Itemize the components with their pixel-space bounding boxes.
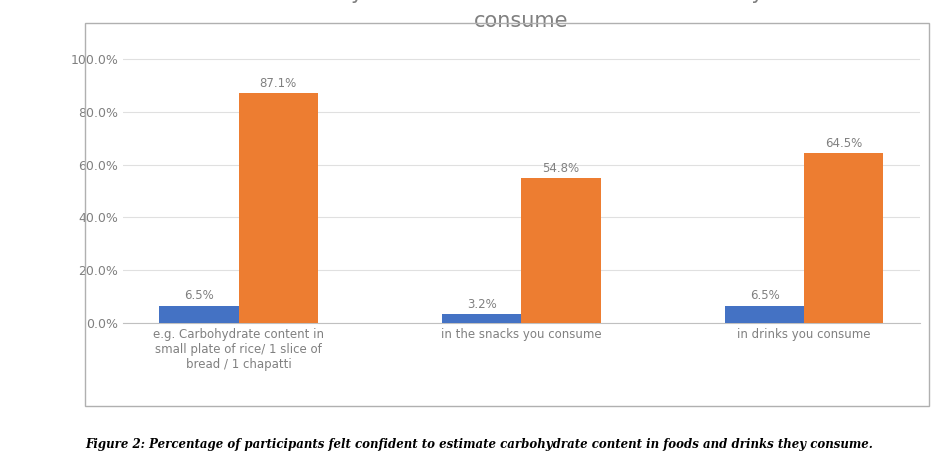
Bar — [521, 178, 601, 323]
Text: 6.5%: 6.5% — [750, 290, 779, 302]
Bar — [442, 314, 521, 323]
Bar — [725, 306, 804, 323]
Text: 6.5%: 6.5% — [184, 290, 214, 302]
Text: 64.5%: 64.5% — [825, 136, 863, 150]
Bar — [804, 153, 884, 323]
Text: 54.8%: 54.8% — [542, 162, 579, 175]
Title: Percentage of participants felt confident to estimate
carbohydrate content in fo: Percentage of participants felt confiden… — [248, 0, 794, 30]
Text: Figure 2: Percentage of participants felt confident to estimate carbohydrate con: Figure 2: Percentage of participants fel… — [85, 438, 873, 451]
Text: 87.1%: 87.1% — [260, 77, 297, 90]
Bar — [239, 93, 318, 323]
Bar — [159, 306, 239, 323]
Text: 3.2%: 3.2% — [467, 298, 497, 311]
